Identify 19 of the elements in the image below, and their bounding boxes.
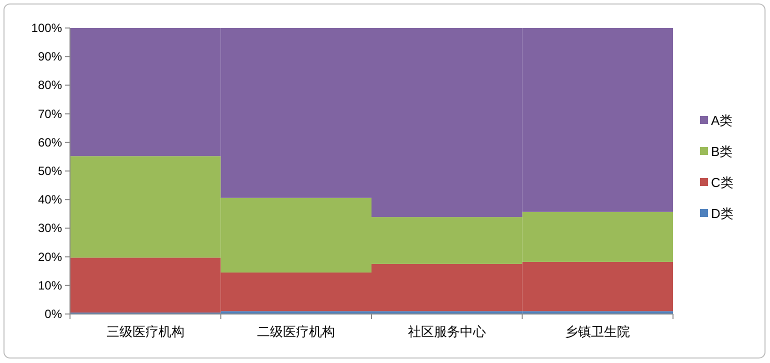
y-tick-label: 30% (38, 221, 62, 236)
y-tick-label: 40% (38, 192, 62, 207)
y-tick-label: 50% (38, 164, 62, 178)
legend-label: D类 (711, 206, 734, 221)
x-tick-label: 二级医疗机构 (257, 324, 336, 339)
y-tick-label: 90% (38, 50, 62, 64)
y-tick-label: 20% (38, 250, 62, 264)
y-tick-label: 100% (31, 21, 62, 35)
y-tick-label: 70% (38, 106, 62, 121)
y-tick-label: 60% (38, 135, 62, 150)
x-tick-label: 三级医疗机构 (106, 324, 184, 339)
y-tick-label: 10% (38, 278, 62, 292)
y-tick-label: 0% (44, 307, 62, 321)
legend-label: C类 (711, 175, 734, 190)
legend-label: B类 (711, 144, 733, 159)
y-tick-label: 80% (38, 78, 62, 92)
legend-label: A类 (711, 113, 733, 128)
x-tick-label: 社区服务中心 (408, 324, 486, 339)
x-tick-label: 乡镇卫生院 (565, 324, 630, 339)
